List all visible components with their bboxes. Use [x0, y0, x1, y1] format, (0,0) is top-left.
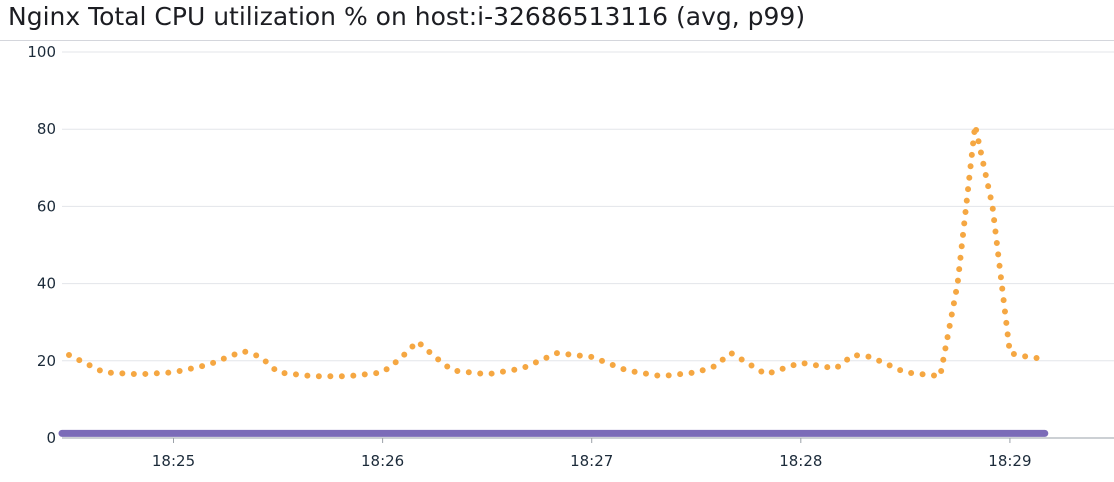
series-line-avg — [66, 122, 1048, 380]
y-tick-label: 0 — [46, 429, 56, 447]
y-tick-label: 40 — [37, 275, 56, 293]
y-tick-label: 100 — [27, 43, 56, 61]
y-tick-label: 80 — [37, 120, 56, 138]
x-tick-label: 18:28 — [779, 452, 822, 470]
chart-title: Nginx Total CPU utilization % on host:i-… — [8, 2, 806, 31]
x-tick-label: 18:26 — [361, 452, 404, 470]
y-tick-label: 20 — [37, 352, 56, 370]
x-tick-label: 18:29 — [988, 452, 1031, 470]
y-tick-label: 60 — [37, 197, 56, 215]
title-divider — [0, 40, 1114, 41]
x-tick-label: 18:25 — [152, 452, 195, 470]
x-tick-label: 18:27 — [570, 452, 613, 470]
